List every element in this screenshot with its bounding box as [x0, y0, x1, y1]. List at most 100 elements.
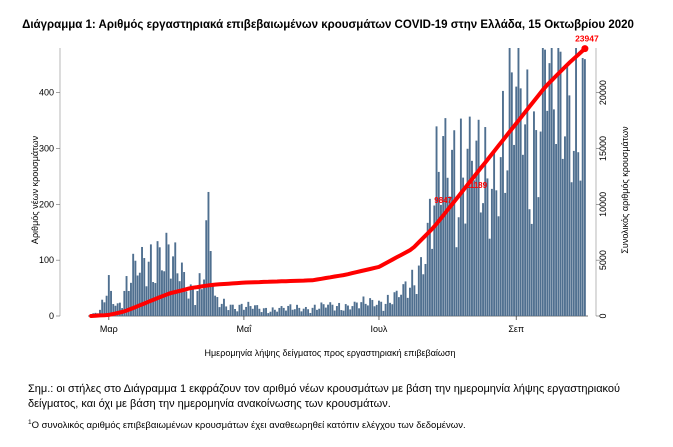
- bar-day-61: [225, 306, 228, 316]
- bar-day-50: [200, 289, 203, 316]
- bar-day-140: [400, 294, 403, 316]
- bar-day-129: [375, 304, 378, 316]
- bar-day-65: [234, 308, 236, 316]
- y2-tick-label-1: 5000: [598, 250, 608, 270]
- bar-day-7: [105, 295, 108, 316]
- bar-day-154: [431, 248, 434, 316]
- bar-day-162: [448, 196, 451, 316]
- bar-day-35: [167, 244, 170, 316]
- bar-day-180: [488, 238, 491, 316]
- bar-day-13: [118, 302, 121, 316]
- bar-day-20: [134, 260, 137, 316]
- bar-day-170: [466, 148, 469, 316]
- bar-day-114: [342, 310, 345, 316]
- bar-day-211: [557, 48, 560, 316]
- x-tick-label-2: Ιουλ: [370, 324, 387, 334]
- bar-day-36: [169, 278, 172, 316]
- bar-day-163: [451, 149, 453, 316]
- bar-day-131: [380, 301, 383, 316]
- bar-day-164: [453, 130, 456, 316]
- bar-day-199: [530, 223, 533, 316]
- bar-day-145: [411, 269, 414, 316]
- mid-total-label: 9847: [434, 196, 452, 205]
- bar-day-220: [577, 152, 580, 316]
- bar-day-119: [353, 301, 356, 316]
- bar-day-86: [280, 306, 283, 316]
- bar-day-44: [187, 298, 190, 316]
- bar-day-147: [415, 294, 418, 316]
- bar-day-83: [273, 309, 276, 316]
- bar-day-196: [524, 124, 527, 316]
- bar-day-109: [331, 304, 334, 316]
- bar-day-67: [238, 304, 241, 316]
- bar-day-57: [216, 297, 219, 316]
- bar-day-215: [566, 65, 569, 317]
- bar-day-133: [384, 303, 387, 316]
- bar-day-43: [185, 291, 188, 316]
- bar-day-96: [302, 308, 305, 316]
- bar-day-101: [313, 304, 316, 316]
- bar-day-192: [515, 86, 518, 317]
- bar-day-120: [355, 302, 358, 316]
- bar-day-89: [287, 305, 290, 316]
- y-tick-label-4: 400: [39, 88, 54, 98]
- bar-day-56: [214, 295, 217, 316]
- x-tick-label-0: Μαρ: [100, 324, 118, 334]
- y-tick-label-2: 200: [39, 199, 54, 209]
- bar-day-173: [473, 180, 476, 316]
- bar-day-24: [143, 258, 146, 316]
- bar-day-137: [393, 292, 396, 316]
- mid2-total-label: 11189: [466, 181, 488, 190]
- bar-day-127: [371, 299, 374, 316]
- bar-day-132: [382, 310, 385, 316]
- bar-day-8: [107, 275, 110, 316]
- bar-day-136: [391, 304, 394, 316]
- bar-day-26: [147, 261, 150, 316]
- bar-day-70: [245, 306, 248, 316]
- bar-day-166: [457, 217, 460, 316]
- bar-day-149: [420, 257, 422, 316]
- bar-day-183: [495, 190, 498, 316]
- bar-day-10: [112, 304, 115, 316]
- bar-day-23: [141, 246, 143, 316]
- bar-day-155: [433, 205, 436, 316]
- bar-day-186: [502, 90, 504, 316]
- bar-day-144: [409, 287, 411, 316]
- y2-tick-label-3: 15000: [598, 136, 608, 161]
- bar-day-66: [236, 311, 239, 316]
- bar-day-113: [340, 310, 343, 316]
- bar-day-174: [475, 140, 478, 316]
- bar-day-221: [579, 180, 582, 316]
- bar-day-100: [311, 307, 314, 316]
- bar-day-152: [426, 222, 429, 316]
- bar-day-165: [455, 247, 458, 316]
- bar-day-118: [351, 306, 354, 316]
- bar-day-142: [404, 281, 407, 316]
- bar-day-125: [366, 305, 369, 316]
- bar-day-11: [114, 305, 117, 316]
- bar-day-171: [468, 116, 471, 316]
- x-axis-label: Ημερομηνία λήψης δείγματος προς εργαστηρ…: [205, 348, 456, 358]
- bar-day-76: [258, 308, 261, 316]
- bar-day-4: [99, 309, 101, 316]
- y-tick-label-1: 100: [39, 255, 54, 265]
- bar-day-179: [486, 178, 489, 316]
- bar-day-190: [510, 72, 513, 316]
- bar-day-111: [335, 306, 338, 316]
- bar-day-94: [298, 307, 301, 316]
- bar-day-32: [161, 270, 163, 316]
- bar-day-124: [364, 303, 367, 316]
- bar-day-130: [378, 300, 380, 316]
- bar-day-63: [229, 304, 232, 316]
- bar-day-128: [373, 306, 376, 316]
- footnote-text: Ο συνολικός αριθμός επιβεβαιωμένων κρουσ…: [31, 420, 466, 432]
- y2-tick-label-0: 0: [598, 313, 608, 318]
- bar-day-189: [508, 48, 511, 316]
- bar-day-222: [581, 58, 584, 317]
- bar-day-188: [506, 170, 509, 316]
- bar-day-27: [149, 244, 152, 316]
- bar-day-122: [360, 302, 363, 316]
- bar-day-219: [575, 48, 577, 316]
- bar-day-135: [389, 302, 391, 316]
- y2-tick-label-4: 20000: [598, 80, 608, 105]
